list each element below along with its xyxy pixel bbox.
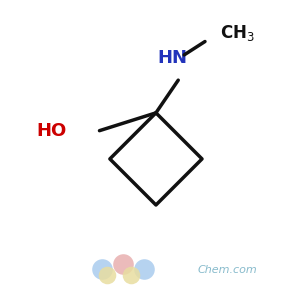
Text: Chem.com: Chem.com — [198, 266, 257, 275]
Point — [128, 272, 133, 277]
Text: HN: HN — [157, 49, 187, 67]
Point — [104, 272, 109, 277]
Text: HO: HO — [37, 122, 67, 140]
Point — [121, 262, 126, 267]
Text: CH$_3$: CH$_3$ — [220, 22, 255, 43]
Point — [100, 266, 105, 271]
Point — [142, 266, 146, 271]
